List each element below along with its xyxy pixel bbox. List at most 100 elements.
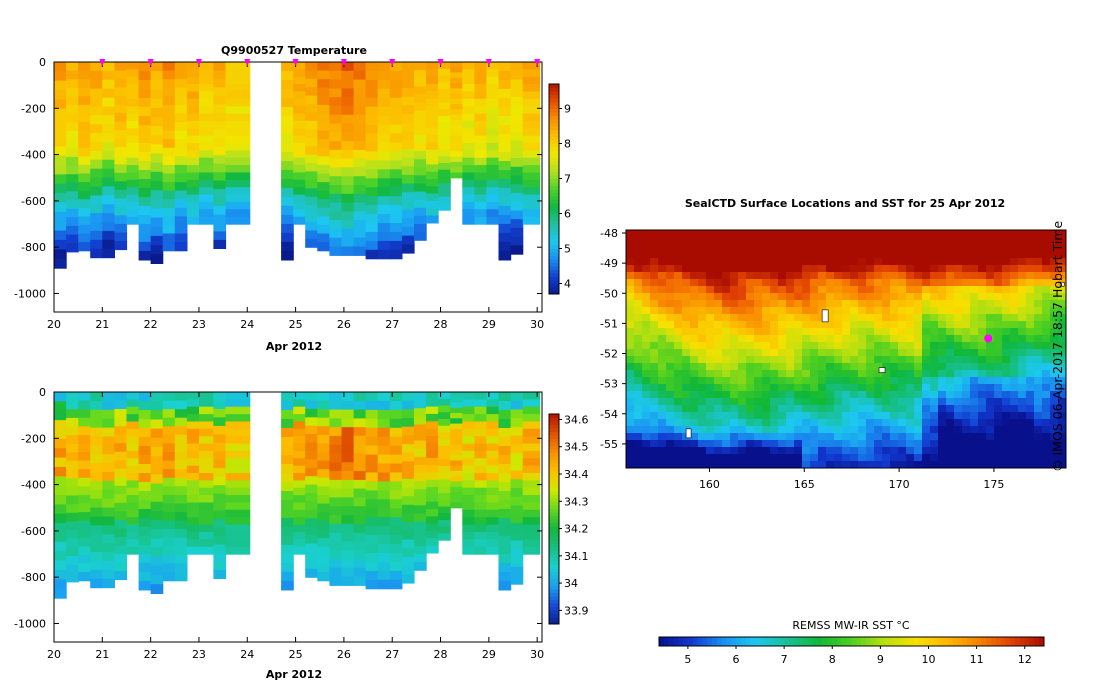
- colorbar-step: [962, 637, 968, 646]
- sst-map-lat-axis: -48-49-50-51-52-53-54-55: [600, 227, 626, 451]
- profile-cell: [510, 236, 524, 246]
- profile-cell: [162, 104, 176, 115]
- sst-cell: [906, 433, 915, 441]
- sst-cell: [746, 440, 755, 448]
- sst-cell: [1002, 314, 1011, 322]
- sst-cell: [626, 286, 635, 294]
- profile-cell: [365, 427, 379, 438]
- sst-cell: [642, 412, 651, 420]
- profile-cell: [317, 164, 330, 175]
- sst-cell: [650, 230, 659, 238]
- profile-cell: [450, 146, 463, 153]
- sst-cell: [810, 314, 819, 322]
- profile-cell: [486, 172, 500, 181]
- sst-cell: [642, 293, 651, 301]
- sst-cell: [634, 300, 643, 308]
- profile-cell: [438, 459, 451, 467]
- sst-cell: [882, 265, 891, 273]
- sst-cell: [1010, 405, 1019, 413]
- sst-cell: [1002, 328, 1011, 336]
- profile-cell: [150, 190, 164, 200]
- colorbar-step: [549, 414, 559, 418]
- sst-cell: [954, 363, 963, 371]
- sst-cell: [786, 237, 795, 245]
- sst-cell: [1034, 412, 1043, 420]
- sst-cell: [938, 349, 947, 357]
- sst-cell: [890, 272, 899, 280]
- sst-cell: [826, 440, 835, 448]
- profile-cell: [317, 62, 330, 72]
- profile-cell: [281, 152, 294, 162]
- sst-cell: [682, 244, 691, 252]
- profile-cell: [329, 193, 343, 204]
- profile-cell: [138, 553, 152, 564]
- sst-cell: [930, 447, 939, 455]
- profile-cell: [138, 196, 152, 207]
- sst-cell: [634, 314, 643, 322]
- profile-cell: [213, 146, 227, 156]
- profile-cell: [365, 223, 379, 233]
- profile-cell: [353, 427, 367, 437]
- profile-cell: [162, 494, 176, 505]
- sst-cell: [730, 335, 739, 343]
- profile-cell: [450, 486, 463, 493]
- sst-cell: [706, 384, 715, 392]
- sst-cell: [770, 300, 779, 308]
- colorbar-step: [549, 554, 559, 558]
- sst-cell: [1050, 230, 1059, 238]
- profile-cell: [377, 508, 391, 518]
- sst-cell: [722, 349, 731, 357]
- sst-cell: [866, 293, 875, 301]
- profile-cell: [486, 546, 500, 555]
- colorbar-step: [549, 617, 559, 621]
- profile-cell: [510, 184, 524, 194]
- profile-cell: [389, 106, 403, 117]
- profile-cell: [114, 434, 128, 444]
- sst-cell: [954, 293, 963, 301]
- profile-cell: [199, 399, 215, 408]
- profile-cell: [281, 553, 294, 564]
- sst-cell: [954, 237, 963, 245]
- profile-cell: [102, 159, 115, 170]
- profile-cell: [102, 222, 115, 232]
- sst-cell: [626, 356, 635, 364]
- sst-cell: [666, 454, 675, 462]
- profile-cell: [305, 146, 318, 156]
- profile-cell: [199, 120, 215, 129]
- colorbar-tick-label: 10: [922, 653, 936, 666]
- sst-cell: [626, 293, 635, 301]
- profile-cell: [225, 106, 251, 115]
- profile-cell: [162, 546, 176, 556]
- sst-cell: [882, 412, 891, 420]
- profile-cell: [401, 496, 415, 506]
- profile-cell: [474, 392, 488, 400]
- sst-cell: [922, 356, 931, 364]
- sst-cell: [858, 307, 867, 315]
- sst-cell: [658, 321, 667, 329]
- sst-cell: [642, 419, 651, 427]
- sst-cell: [778, 230, 787, 238]
- profile-cell: [199, 406, 215, 415]
- colorbar-step: [841, 637, 848, 646]
- sst-cell: [770, 230, 779, 238]
- sst-cell: [1018, 419, 1027, 427]
- sst-cell: [882, 363, 891, 371]
- profile-cell: [305, 509, 318, 519]
- profile-cell: [474, 450, 488, 459]
- temperature-x-axis: 20 21 22 23 24 25 26 27 28 29 30: [47, 62, 544, 331]
- sst-cell: [738, 426, 747, 434]
- sst-cell: [890, 230, 899, 238]
- profile-cell: [353, 132, 367, 142]
- sst-cell: [1058, 237, 1067, 245]
- sst-cell: [858, 300, 867, 308]
- profile-cell: [414, 416, 427, 425]
- colorbar-step: [928, 637, 934, 646]
- sst-cell: [722, 363, 731, 371]
- sst-cell: [954, 314, 963, 322]
- y-tick-label: -200: [21, 432, 46, 445]
- profile-cell: [341, 141, 355, 151]
- x-tick-label: 24: [240, 318, 254, 331]
- sst-cell: [770, 384, 779, 392]
- colorbar-step: [813, 637, 819, 646]
- sst-cell: [802, 314, 811, 322]
